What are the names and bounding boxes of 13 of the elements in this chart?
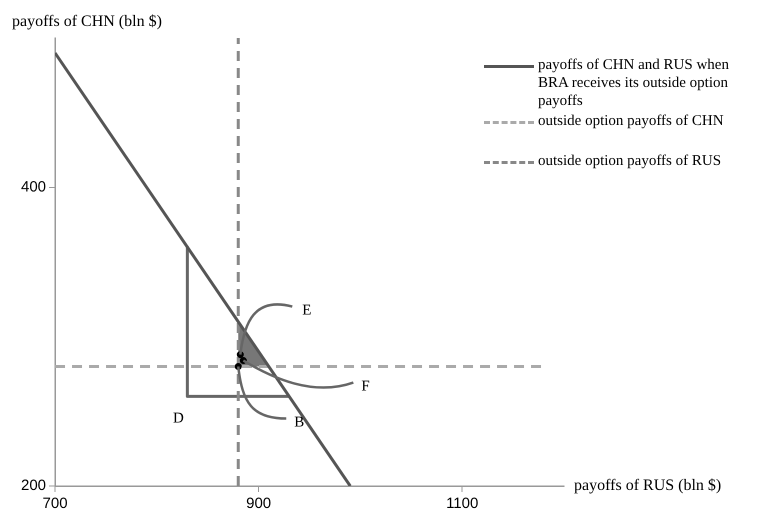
annotation: E [302,302,312,319]
annotation: B [294,414,304,430]
y-axis-title: payoffs of CHN (bln $) [12,13,162,30]
legend-label: outside option payoffs of CHN [538,112,724,130]
annotation: D [172,410,184,426]
legend-label: outside option payoffs of RUS [538,152,722,170]
annotation: F [361,378,370,394]
x-axis-title: payoffs of RUS (bln $) [574,477,722,494]
x-tick-label: 900 [246,495,272,512]
x-tick-label: 700 [42,495,68,512]
y-tick-label: 400 [20,178,46,196]
y-tick-label: 200 [20,477,46,494]
x-tick-label: 1100 [446,495,478,512]
